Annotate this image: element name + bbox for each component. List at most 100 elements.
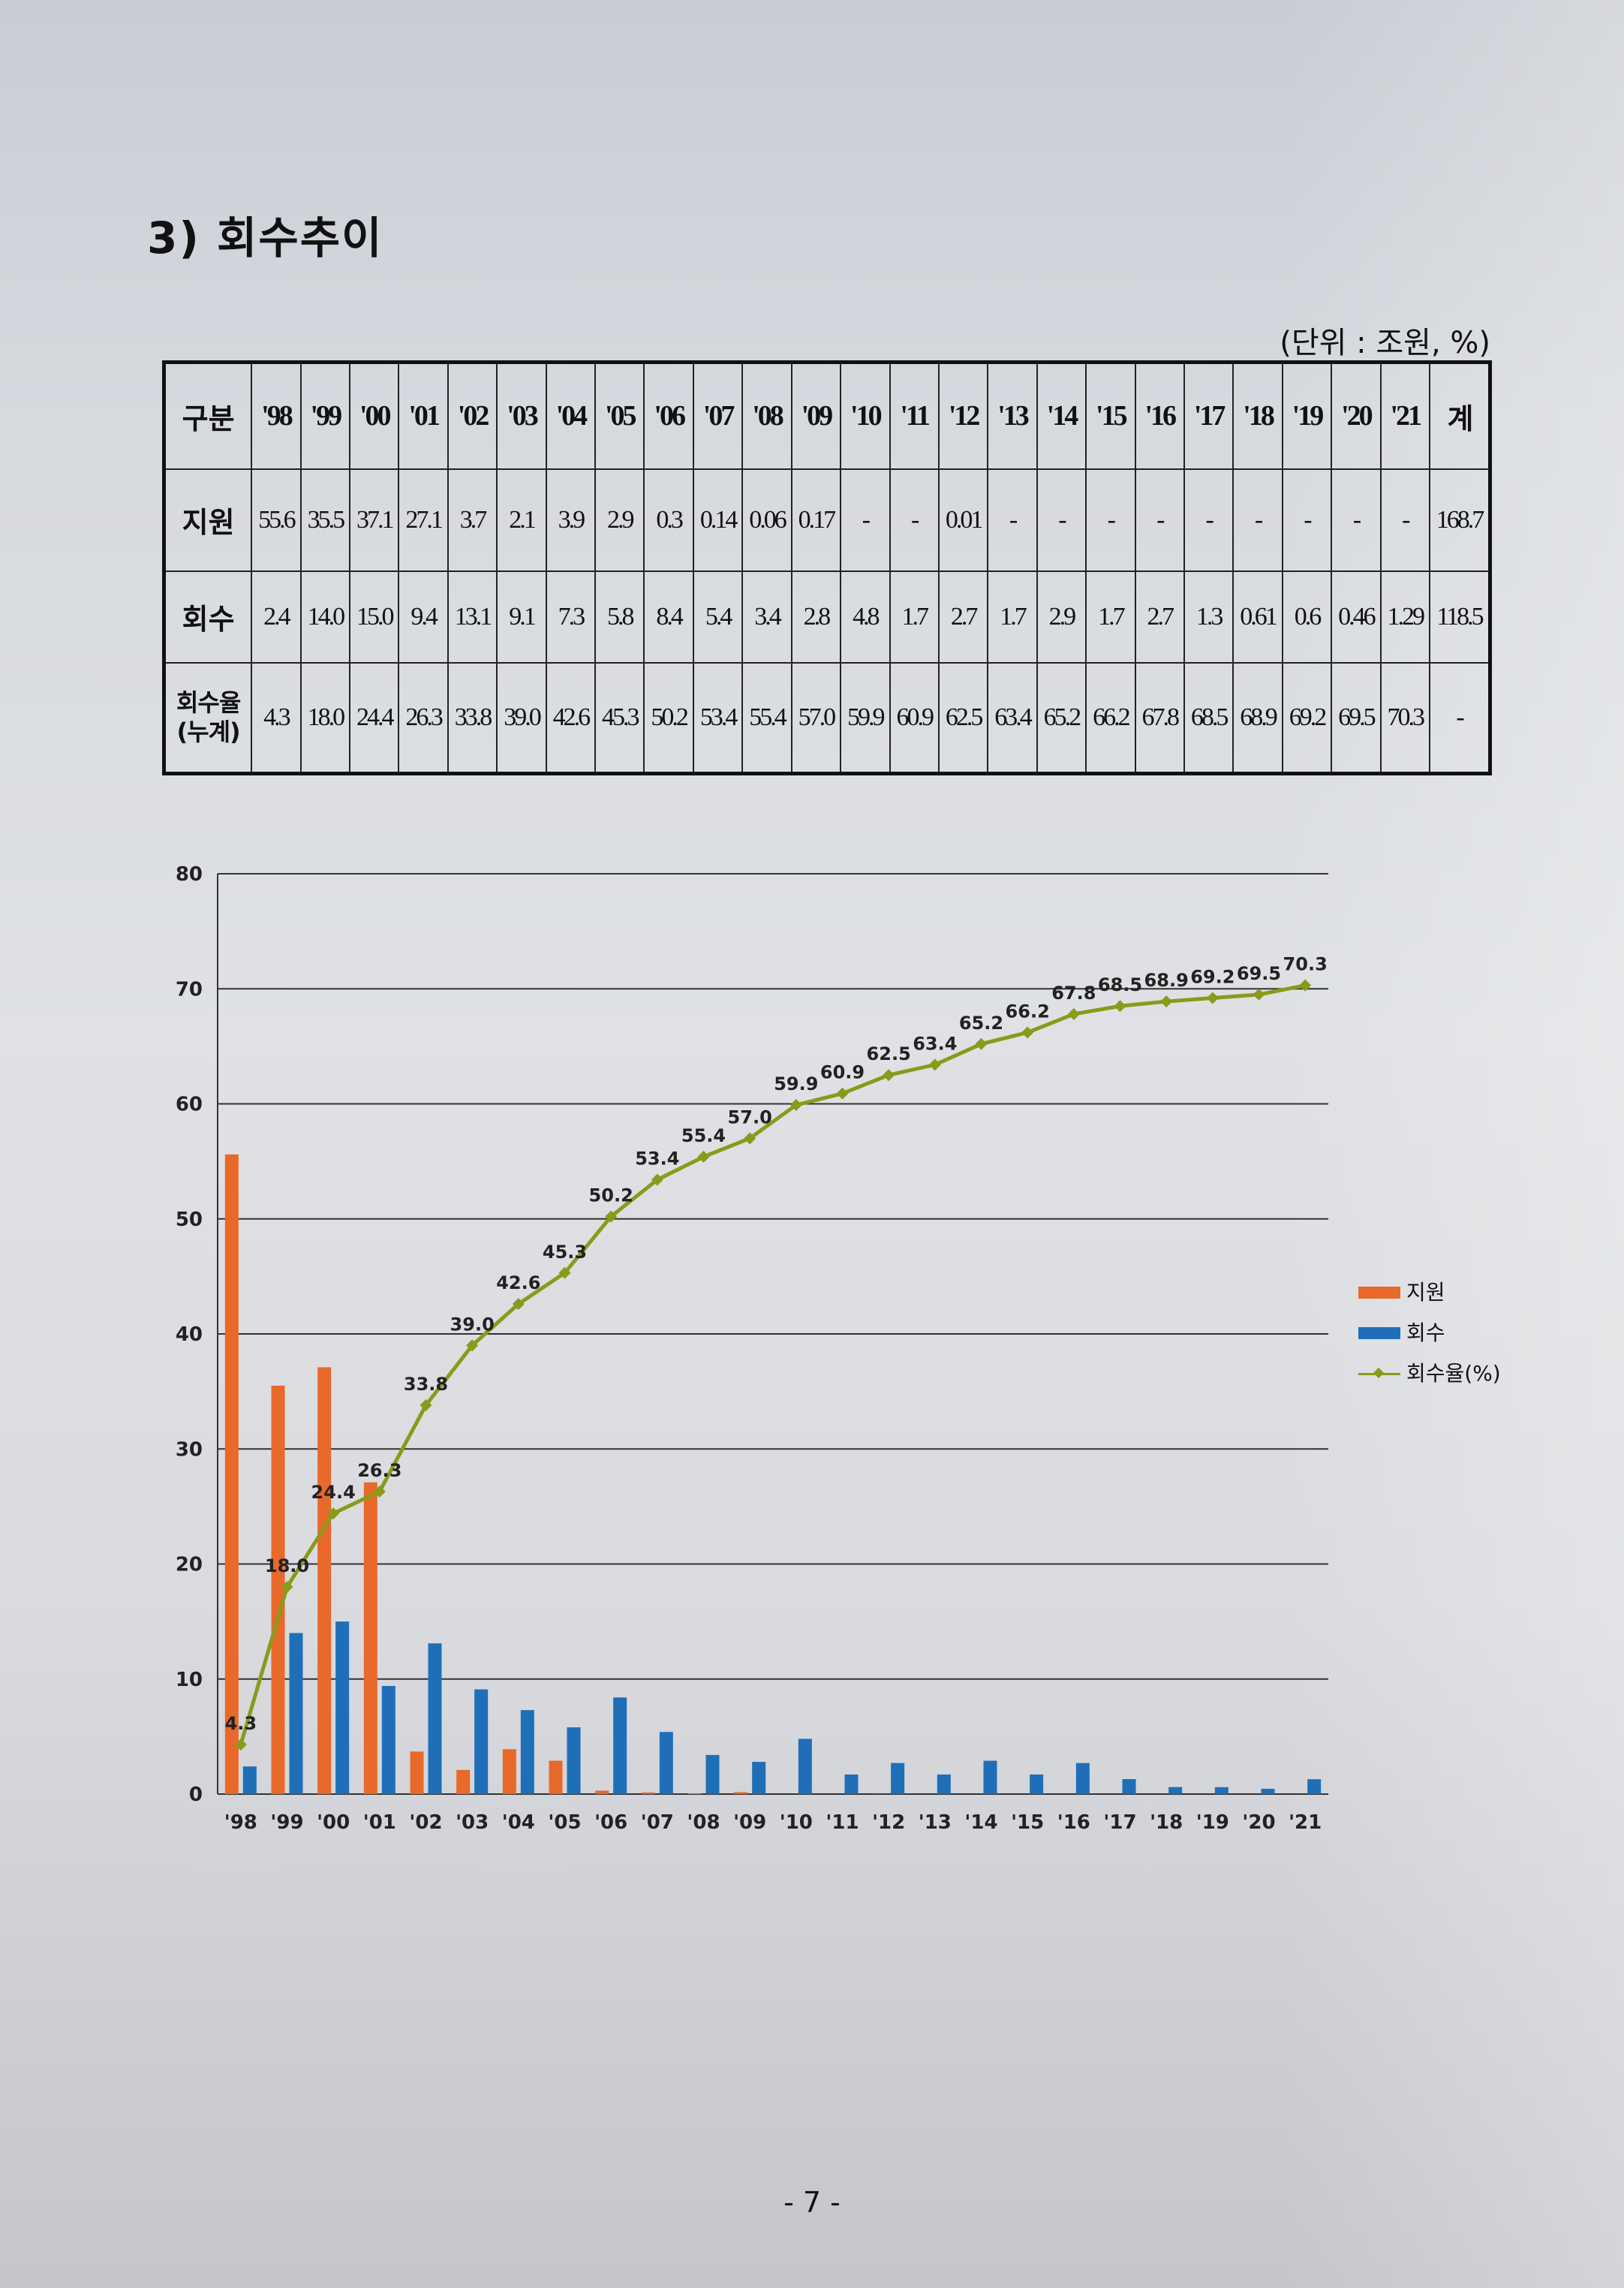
chart-svg: 0 10 20 30 40 50 60 70 80 '98 '99 '00 '01 '02 '03 '04 '0… [176,863,1328,1834]
table-cell: 68.9 [1232,661,1283,775]
table-cell: 2.4 [251,570,302,664]
rate-point [697,1150,710,1163]
table-header-row: 구분 '98'99'00'01'02'03'04'05'06'07'08'09'1… [163,361,1491,470]
x-tick-label: '06 [594,1811,627,1834]
rate-point [1253,988,1265,1001]
legend-label-recovery: 회수 [1406,1320,1445,1345]
table-cell: 69.2 [1281,661,1333,775]
bar-support [271,1385,285,1794]
y-tick-label: 10 [176,1669,203,1691]
table-header-cell: '03 [496,361,547,470]
chart-legend: 지원 회수 회수율(%) [1358,1272,1501,1394]
table-cell: - [840,468,891,572]
table-cell: 67.8 [1134,661,1185,775]
recovery-table: 구분 '98'99'00'01'02'03'04'05'06'07'08'09'1… [162,360,1492,775]
rate-point [883,1069,895,1082]
bar-recovery [1122,1779,1136,1794]
rate-point [558,1266,571,1279]
row-label: 회수 [163,570,253,664]
bar-recovery [567,1727,581,1794]
table-cell: 0.01 [937,468,989,572]
x-tick-label: '03 [456,1811,489,1834]
legend-item-support: 지원 [1358,1272,1501,1313]
table-header-cell: '98 [251,361,302,470]
table-cell: 69.5 [1331,661,1382,775]
bar-recovery [335,1621,350,1794]
table-header-cell: '99 [299,361,351,470]
table-cell: 26.3 [398,661,449,775]
table-cell: 55.4 [741,661,792,775]
x-tick-label: '14 [964,1811,997,1834]
y-tick-label: 80 [176,863,203,886]
table-cell: 53.4 [692,661,744,775]
x-tick-label: '99 [270,1811,303,1834]
table-cell: 63.4 [987,661,1038,775]
rate-data-label: 55.4 [681,1125,726,1146]
bar-recovery [659,1732,673,1794]
bar-recovery [1168,1787,1183,1794]
table-header-label: 구분 [163,361,253,470]
table-header-cell: '15 [1085,361,1136,470]
bar-support [410,1751,424,1794]
bar-recovery [1261,1788,1275,1794]
table-cell: 70.3 [1379,661,1430,775]
table-cell: - [1331,468,1382,572]
rate-data-label: 18.0 [265,1555,309,1576]
rate-point [1206,992,1219,1004]
table-cell: - [1134,468,1185,572]
table-cell: 3.9 [545,468,597,572]
bar-support [549,1760,563,1794]
rate-data-label: 57.0 [728,1106,772,1127]
rate-point [1114,1000,1126,1013]
x-tick-label: '07 [641,1811,674,1834]
table-cell: 37.1 [349,468,400,572]
x-tick-label: '01 [363,1811,396,1834]
x-tick-label: '10 [780,1811,813,1834]
legend-label-support: 지원 [1406,1280,1445,1305]
table-cell: 3.7 [447,468,498,572]
rate-point [789,1099,802,1112]
table-cell: - [889,468,940,572]
table-cell: 1.7 [889,570,940,664]
page-number: - 7 - [783,2186,841,2219]
table-cell: 18.0 [299,661,351,775]
table-cell: 68.5 [1183,661,1235,775]
table-cell: - [1232,468,1283,572]
table-cell: 27.1 [398,468,449,572]
bar-support [317,1367,332,1794]
rate-point [281,1581,293,1594]
table-cell: - [1428,661,1491,775]
rate-point [234,1739,247,1751]
table-header-cell: '04 [545,361,597,470]
bar-support [687,1793,702,1794]
bar-recovery [891,1763,905,1794]
table-cell: 1.7 [1085,570,1136,664]
x-tick-label: '04 [502,1811,535,1834]
table-cell: 33.8 [447,661,498,775]
table-header-cell: '08 [741,361,792,470]
rate-point [512,1298,525,1311]
table-cell: 0.61 [1232,570,1283,664]
table-cell: 42.6 [545,661,597,775]
table-cell: 0.46 [1331,570,1382,664]
table-cell: 0.14 [692,468,744,572]
bar-recovery [983,1760,997,1794]
bar-recovery [289,1633,303,1794]
table-cell: 62.5 [937,661,989,775]
bar-recovery [474,1689,489,1794]
rate-point [1160,995,1173,1008]
table-cell: 13.1 [447,570,498,664]
table-header-cell: '02 [447,361,498,470]
table-cell: 5.4 [692,570,744,664]
table-cell: - [987,468,1038,572]
table-cell: 7.3 [545,570,597,664]
table-cell: 2.8 [790,570,842,664]
table-cell: 2.1 [496,468,547,572]
row-label: 지원 [163,468,253,572]
rate-point [975,1037,988,1050]
rate-point [1021,1026,1034,1039]
y-tick-label: 40 [176,1323,203,1346]
table-cell: 57.0 [790,661,842,775]
bar-support [224,1154,239,1794]
legend-label-rate: 회수율(%) [1406,1361,1501,1386]
